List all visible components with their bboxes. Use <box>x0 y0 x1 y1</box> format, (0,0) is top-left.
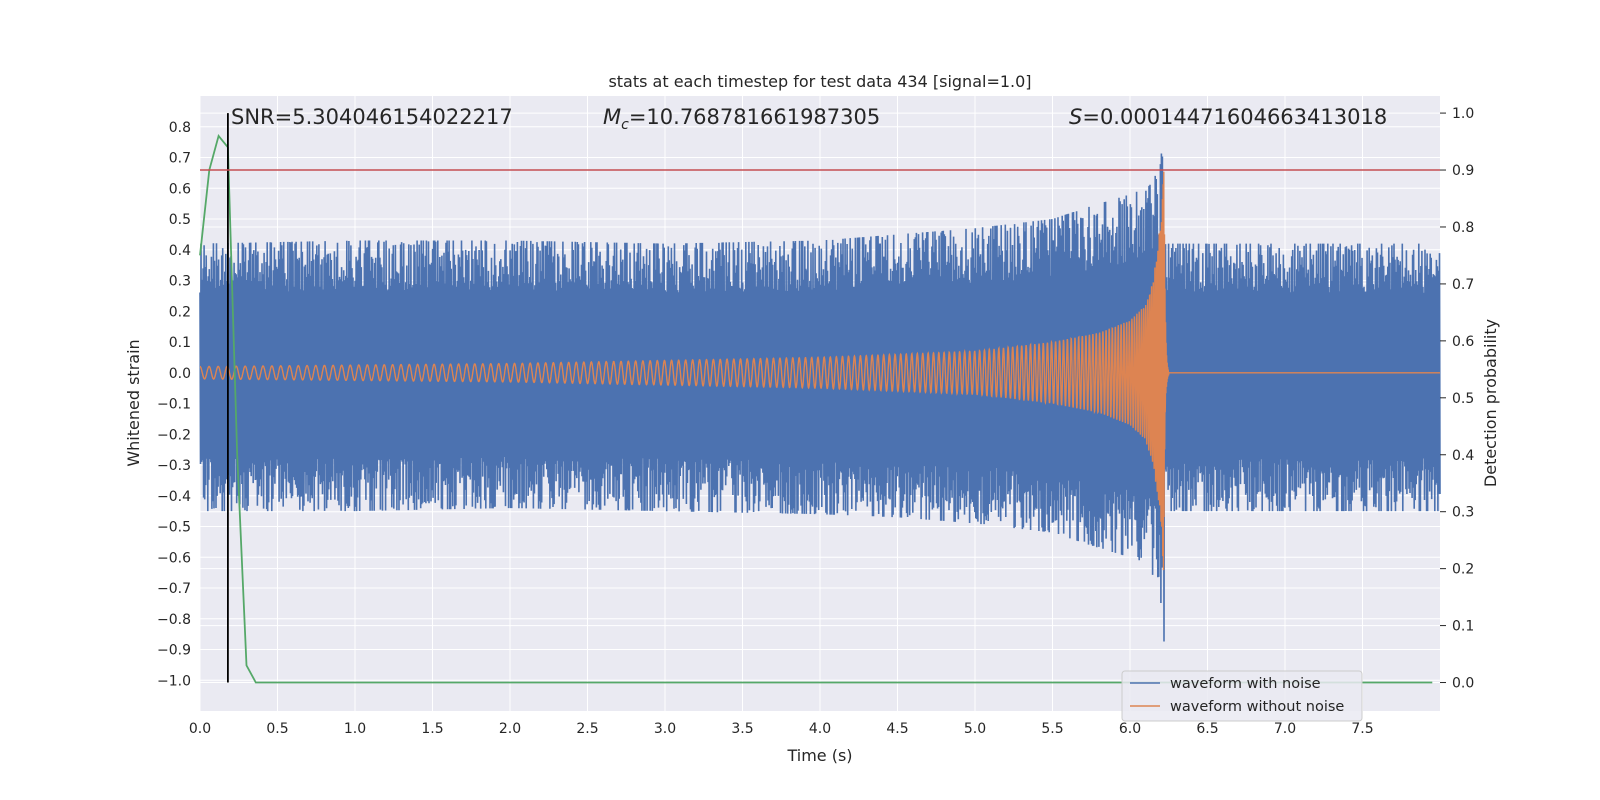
y-tick-label: 0.7 <box>169 151 191 167</box>
y2-axis-ticks: 1.0 0.9 0.8 0.7 0.6 0.5 0.4 0.3 0.2 0.1 0.0 <box>1440 106 1474 692</box>
reference-lines <box>200 113 1440 683</box>
y-tick-label: −0.6 <box>157 550 191 566</box>
y2-tick-label: 0.0 <box>1452 676 1474 692</box>
y-tick-label: −1.0 <box>157 673 191 689</box>
s-symbol: S <box>1069 105 1082 129</box>
y-tick-label: −0.2 <box>157 427 191 443</box>
y2-tick-label: 0.8 <box>1452 220 1474 236</box>
chirp-mass-value: =10.768781661987305 <box>629 105 880 129</box>
s-value: =0.00014471604663413018 <box>1082 105 1387 129</box>
y-axis-ticks: 0.8 0.7 0.6 0.5 0.4 0.3 0.2 0.1 0.0 −0.1 −0.2 −0.3 −… <box>157 120 191 690</box>
x-tick-label: 2.5 <box>576 721 598 737</box>
y-tick-label: 0.1 <box>169 335 191 351</box>
y2-tick-label: 0.9 <box>1452 163 1474 179</box>
x-tick-label: 3.5 <box>731 721 753 737</box>
chart-title: stats at each timestep for test data 434… <box>608 72 1031 91</box>
x-tick-label: 1.5 <box>421 721 443 737</box>
y2-axis-label: Detection probability <box>1481 319 1500 487</box>
legend-label-clean: waveform without noise <box>1170 699 1344 715</box>
y2-tick-label: 0.5 <box>1452 391 1474 407</box>
s-annotation: S=0.00014471604663413018 <box>1069 105 1387 129</box>
chirp-mass-subscript: c <box>621 117 629 133</box>
x-tick-label: 0.5 <box>266 721 288 737</box>
y-tick-label: −0.3 <box>157 458 191 474</box>
x-tick-label: 4.5 <box>886 721 908 737</box>
chirp-mass-annotation: Mc=10.768781661987305 <box>603 105 880 133</box>
x-tick-label: 5.0 <box>964 721 986 737</box>
y-tick-label: −0.4 <box>157 489 191 505</box>
x-tick-label: 7.5 <box>1351 721 1373 737</box>
y2-tick-label: 0.7 <box>1452 277 1474 293</box>
snr-annotation: SNR=5.304046154022217 <box>231 105 513 129</box>
y2-tick-label: 1.0 <box>1452 106 1474 122</box>
y-tick-label: −0.8 <box>157 612 191 628</box>
y-axis-label: Whitened strain <box>124 339 143 466</box>
y-tick-label: −0.5 <box>157 520 191 536</box>
y-tick-label: 0.8 <box>169 120 191 136</box>
series-detection-probability <box>199 133 1433 684</box>
y-tick-label: 0.5 <box>169 212 191 228</box>
y-tick-label: 0.2 <box>169 304 191 320</box>
y-tick-label: 0.6 <box>169 181 191 197</box>
x-tick-label: 3.0 <box>654 721 676 737</box>
y-tick-label: −0.7 <box>157 581 191 597</box>
x-tick-label: 0.0 <box>189 721 211 737</box>
x-axis-ticks: 0.0 0.5 1.0 1.5 2.0 2.5 3.0 3.5 4.0 4.5 5.0 5.5 6.0 6… <box>189 721 1374 737</box>
traces <box>199 133 1441 684</box>
x-tick-label: 7.0 <box>1274 721 1296 737</box>
x-tick-label: 6.0 <box>1119 721 1141 737</box>
y-tick-label: −0.1 <box>157 397 191 413</box>
legend-box <box>1121 670 1363 722</box>
legend: waveform with noise waveform without noi… <box>1121 670 1363 722</box>
y-tick-label: 0.0 <box>169 366 191 382</box>
x-tick-label: 5.5 <box>1041 721 1063 737</box>
y2-tick-label: 0.3 <box>1452 505 1474 521</box>
x-tick-label: 2.0 <box>499 721 521 737</box>
chirp-mass-symbol: M <box>603 105 621 129</box>
y-tick-label: 0.4 <box>169 243 191 259</box>
x-tick-label: 6.5 <box>1196 721 1218 737</box>
y2-tick-label: 0.4 <box>1452 448 1474 464</box>
y2-tick-label: 0.2 <box>1452 562 1474 578</box>
x-axis-label: Time (s) <box>786 746 852 765</box>
y2-tick-label: 0.1 <box>1452 619 1474 635</box>
y2-tick-label: 0.6 <box>1452 334 1474 350</box>
x-tick-label: 4.0 <box>809 721 831 737</box>
series-waveform-without-noise <box>199 171 1440 571</box>
x-tick-label: 1.0 <box>344 721 366 737</box>
y-tick-label: −0.9 <box>157 643 191 659</box>
legend-label-noise: waveform with noise <box>1170 676 1321 692</box>
y-tick-label: 0.3 <box>169 274 191 290</box>
